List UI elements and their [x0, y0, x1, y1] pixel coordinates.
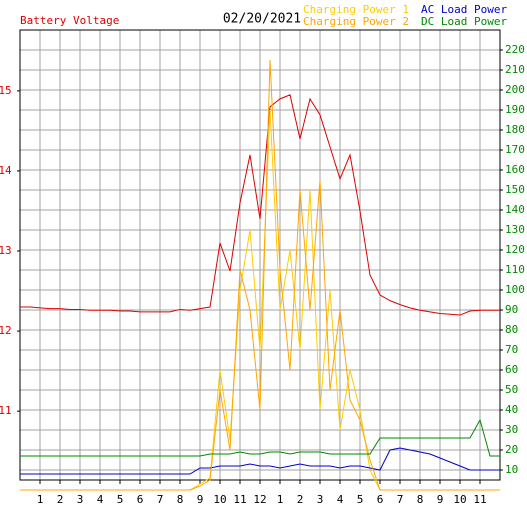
y2-tick-label: 40	[505, 403, 518, 416]
x-tick-label: 10	[453, 493, 466, 506]
legend-label: DC Load Power	[421, 15, 507, 28]
y-tick-label: 15	[0, 84, 12, 97]
x-tick-label: 9	[197, 493, 204, 506]
y-tick-label: 13	[0, 244, 12, 257]
x-tick-label: 5	[357, 493, 364, 506]
y2-tick-label: 20	[505, 443, 518, 456]
y-tick-label: 12	[0, 324, 12, 337]
y2-tick-label: 200	[505, 83, 525, 96]
y-tick-label: 11	[0, 404, 12, 417]
x-tick-label: 8	[417, 493, 424, 506]
y2-tick-label: 190	[505, 103, 525, 116]
y2-tick-label: 60	[505, 363, 518, 376]
y2-tick-label: 120	[505, 243, 525, 256]
x-tick-label: 2	[297, 493, 304, 506]
y2-tick-label: 10	[505, 463, 518, 476]
y2-tick-label: 110	[505, 263, 525, 276]
y2-tick-label: 150	[505, 183, 525, 196]
y2-tick-label: 140	[505, 203, 525, 216]
x-tick-label: 6	[137, 493, 144, 506]
legend-label: AC Load Power	[421, 3, 507, 16]
x-tick-label: 4	[97, 493, 104, 506]
y2-tick-label: 100	[505, 283, 525, 296]
y2-tick-label: 170	[505, 143, 525, 156]
y2-tick-label: 70	[505, 343, 518, 356]
y2-tick-label: 210	[505, 63, 525, 76]
plot-border	[19, 29, 501, 481]
y-tick-label: 14	[0, 164, 12, 177]
x-tick-label: 7	[157, 493, 164, 506]
x-tick-label: 10	[213, 493, 226, 506]
y2-tick-label: 50	[505, 383, 518, 396]
x-tick-label: 1	[277, 493, 284, 506]
x-tick-label: 6	[377, 493, 384, 506]
series-line	[20, 418, 500, 457]
x-tick-label: 9	[437, 493, 444, 506]
x-tick-label: 8	[177, 493, 184, 506]
y2-tick-label: 90	[505, 303, 518, 316]
series-line	[20, 94, 500, 316]
legend-label: Charging Power 1	[303, 3, 409, 16]
legend-label: Battery Voltage	[20, 14, 119, 27]
x-tick-label: 2	[57, 493, 64, 506]
x-tick-label: 12	[253, 493, 266, 506]
x-tick-label: 11	[233, 493, 246, 506]
series-line	[20, 59, 500, 491]
x-tick-label: 3	[317, 493, 324, 506]
x-tick-label: 1	[37, 493, 44, 506]
x-tick-label: 11	[473, 493, 486, 506]
series-line	[20, 447, 500, 475]
legend-label: Charging Power 2	[303, 15, 409, 28]
x-tick-label: 4	[337, 493, 344, 506]
y2-tick-label: 30	[505, 423, 518, 436]
y2-tick-label: 220	[505, 43, 525, 56]
x-tick-label: 5	[117, 493, 124, 506]
y2-tick-label: 80	[505, 323, 518, 336]
y2-tick-label: 160	[505, 163, 525, 176]
y2-tick-label: 130	[505, 223, 525, 236]
chart-title: 02/20/2021	[223, 12, 301, 27]
x-tick-label: 3	[77, 493, 84, 506]
x-tick-label: 7	[397, 493, 404, 506]
y2-tick-label: 180	[505, 123, 525, 136]
